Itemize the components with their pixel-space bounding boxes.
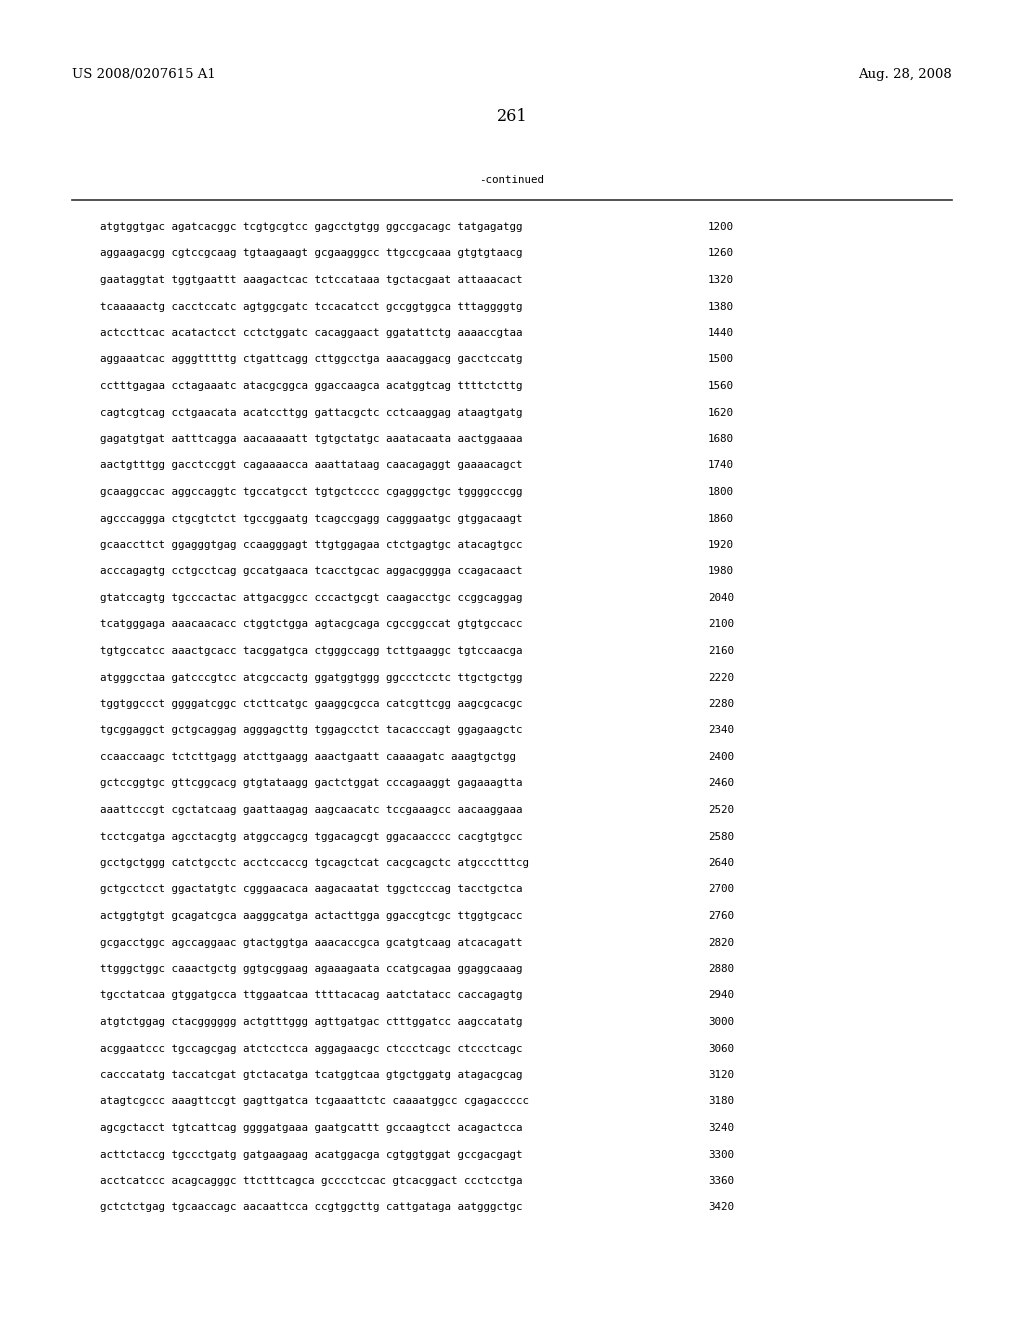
Text: aggaagacgg cgtccgcaag tgtaagaagt gcgaagggcc ttgccgcaaa gtgtgtaacg: aggaagacgg cgtccgcaag tgtaagaagt gcgaagg…: [100, 248, 522, 259]
Text: atagtcgccc aaagttccgt gagttgatca tcgaaattctc caaaatggcc cgagaccccc: atagtcgccc aaagttccgt gagttgatca tcgaaat…: [100, 1097, 529, 1106]
Text: 1320: 1320: [708, 275, 734, 285]
Text: 1860: 1860: [708, 513, 734, 524]
Text: 2820: 2820: [708, 937, 734, 948]
Text: 3060: 3060: [708, 1044, 734, 1053]
Text: agcccaggga ctgcgtctct tgccggaatg tcagccgagg cagggaatgc gtggacaagt: agcccaggga ctgcgtctct tgccggaatg tcagccg…: [100, 513, 522, 524]
Text: -continued: -continued: [479, 176, 545, 185]
Text: gcaaggccac aggccaggtc tgccatgcct tgtgctcccc cgagggctgc tggggcccgg: gcaaggccac aggccaggtc tgccatgcct tgtgctc…: [100, 487, 522, 498]
Text: aaattcccgt cgctatcaag gaattaagag aagcaacatc tccgaaagcc aacaaggaaa: aaattcccgt cgctatcaag gaattaagag aagcaac…: [100, 805, 522, 814]
Text: 3420: 3420: [708, 1203, 734, 1213]
Text: tcaaaaactg cacctccatc agtggcgatc tccacatcct gccggtggca tttaggggtg: tcaaaaactg cacctccatc agtggcgatc tccacat…: [100, 301, 522, 312]
Text: 3000: 3000: [708, 1016, 734, 1027]
Text: actccttcac acatactcct cctctggatc cacaggaact ggatattctg aaaaccgtaa: actccttcac acatactcct cctctggatc cacagga…: [100, 327, 522, 338]
Text: 1500: 1500: [708, 355, 734, 364]
Text: tgtgccatcc aaactgcacc tacggatgca ctgggccagg tcttgaaggc tgtccaacga: tgtgccatcc aaactgcacc tacggatgca ctgggcc…: [100, 645, 522, 656]
Text: atgtctggag ctacgggggg actgtttggg agttgatgac ctttggatcc aagccatatg: atgtctggag ctacgggggg actgtttggg agttgat…: [100, 1016, 522, 1027]
Text: gctgcctcct ggactatgtc cgggaacaca aagacaatat tggctcccag tacctgctca: gctgcctcct ggactatgtc cgggaacaca aagacaa…: [100, 884, 522, 895]
Text: agcgctacct tgtcattcag ggggatgaaa gaatgcattt gccaagtcct acagactcca: agcgctacct tgtcattcag ggggatgaaa gaatgca…: [100, 1123, 522, 1133]
Text: 1440: 1440: [708, 327, 734, 338]
Text: ttgggctggc caaactgctg ggtgcggaag agaaagaata ccatgcagaa ggaggcaaag: ttgggctggc caaactgctg ggtgcggaag agaaaga…: [100, 964, 522, 974]
Text: 2640: 2640: [708, 858, 734, 869]
Text: 1740: 1740: [708, 461, 734, 470]
Text: acggaatccc tgccagcgag atctcctcca aggagaacgc ctccctcagc ctccctcagc: acggaatccc tgccagcgag atctcctcca aggagaa…: [100, 1044, 522, 1053]
Text: atgggcctaa gatcccgtcc atcgccactg ggatggtggg ggccctcctc ttgctgctgg: atgggcctaa gatcccgtcc atcgccactg ggatggt…: [100, 672, 522, 682]
Text: tgcctatcaa gtggatgcca ttggaatcaa ttttacacag aatctatacc caccagagtg: tgcctatcaa gtggatgcca ttggaatcaa ttttaca…: [100, 990, 522, 1001]
Text: gagatgtgat aatttcagga aacaaaaatt tgtgctatgc aaatacaata aactggaaaa: gagatgtgat aatttcagga aacaaaaatt tgtgcta…: [100, 434, 522, 444]
Text: 2700: 2700: [708, 884, 734, 895]
Text: gctccggtgc gttcggcacg gtgtataagg gactctggat cccagaaggt gagaaagtta: gctccggtgc gttcggcacg gtgtataagg gactctg…: [100, 779, 522, 788]
Text: 1620: 1620: [708, 408, 734, 417]
Text: 2940: 2940: [708, 990, 734, 1001]
Text: 2880: 2880: [708, 964, 734, 974]
Text: tggtggccct ggggatcggc ctcttcatgc gaaggcgcca catcgttcgg aagcgcacgc: tggtggccct ggggatcggc ctcttcatgc gaaggcg…: [100, 700, 522, 709]
Text: 2160: 2160: [708, 645, 734, 656]
Text: cacccatatg taccatcgat gtctacatga tcatggtcaa gtgctggatg atagacgcag: cacccatatg taccatcgat gtctacatga tcatggt…: [100, 1071, 522, 1080]
Text: 1200: 1200: [708, 222, 734, 232]
Text: aactgtttgg gacctccggt cagaaaacca aaattataag caacagaggt gaaaacagct: aactgtttgg gacctccggt cagaaaacca aaattat…: [100, 461, 522, 470]
Text: 1560: 1560: [708, 381, 734, 391]
Text: US 2008/0207615 A1: US 2008/0207615 A1: [72, 69, 216, 81]
Text: aggaaatcac agggtttttg ctgattcagg cttggcctga aaacaggacg gacctccatg: aggaaatcac agggtttttg ctgattcagg cttggcc…: [100, 355, 522, 364]
Text: gtatccagtg tgcccactac attgacggcc cccactgcgt caagacctgc ccggcaggag: gtatccagtg tgcccactac attgacggcc cccactg…: [100, 593, 522, 603]
Text: gcgacctggc agccaggaac gtactggtga aaacaccgca gcatgtcaag atcacagatt: gcgacctggc agccaggaac gtactggtga aaacacc…: [100, 937, 522, 948]
Text: 2520: 2520: [708, 805, 734, 814]
Text: atgtggtgac agatcacggc tcgtgcgtcc gagcctgtgg ggccgacagc tatgagatgg: atgtggtgac agatcacggc tcgtgcgtcc gagcctg…: [100, 222, 522, 232]
Text: gcaaccttct ggagggtgag ccaagggagt ttgtggagaa ctctgagtgc atacagtgcc: gcaaccttct ggagggtgag ccaagggagt ttgtgga…: [100, 540, 522, 550]
Text: 2760: 2760: [708, 911, 734, 921]
Text: ccaaccaagc tctcttgagg atcttgaagg aaactgaatt caaaagatc aaagtgctgg: ccaaccaagc tctcttgagg atcttgaagg aaactga…: [100, 752, 516, 762]
Text: acccagagtg cctgcctcag gccatgaaca tcacctgcac aggacgggga ccagacaact: acccagagtg cctgcctcag gccatgaaca tcacctg…: [100, 566, 522, 577]
Text: 2400: 2400: [708, 752, 734, 762]
Text: 2340: 2340: [708, 726, 734, 735]
Text: tgcggaggct gctgcaggag agggagcttg tggagcctct tacacccagt ggagaagctc: tgcggaggct gctgcaggag agggagcttg tggagcc…: [100, 726, 522, 735]
Text: 1260: 1260: [708, 248, 734, 259]
Text: 1980: 1980: [708, 566, 734, 577]
Text: tcctcgatga agcctacgtg atggccagcg tggacagcgt ggacaacccc cacgtgtgcc: tcctcgatga agcctacgtg atggccagcg tggacag…: [100, 832, 522, 842]
Text: actggtgtgt gcagatcgca aagggcatga actacttgga ggaccgtcgc ttggtgcacc: actggtgtgt gcagatcgca aagggcatga actactt…: [100, 911, 522, 921]
Text: 261: 261: [497, 108, 527, 125]
Text: 3300: 3300: [708, 1150, 734, 1159]
Text: 2220: 2220: [708, 672, 734, 682]
Text: 2460: 2460: [708, 779, 734, 788]
Text: 1380: 1380: [708, 301, 734, 312]
Text: cagtcgtcag cctgaacata acatccttgg gattacgctc cctcaaggag ataagtgatg: cagtcgtcag cctgaacata acatccttgg gattacg…: [100, 408, 522, 417]
Text: 2040: 2040: [708, 593, 734, 603]
Text: 2100: 2100: [708, 619, 734, 630]
Text: 3240: 3240: [708, 1123, 734, 1133]
Text: 3180: 3180: [708, 1097, 734, 1106]
Text: tcatgggaga aaacaacacc ctggtctgga agtacgcaga cgccggccat gtgtgccacc: tcatgggaga aaacaacacc ctggtctgga agtacgc…: [100, 619, 522, 630]
Text: 1800: 1800: [708, 487, 734, 498]
Text: 3360: 3360: [708, 1176, 734, 1185]
Text: cctttgagaa cctagaaatc atacgcggca ggaccaagca acatggtcag ttttctcttg: cctttgagaa cctagaaatc atacgcggca ggaccaa…: [100, 381, 522, 391]
Text: 1920: 1920: [708, 540, 734, 550]
Text: gcctgctggg catctgcctc acctccaccg tgcagctcat cacgcagctc atgccctttcg: gcctgctggg catctgcctc acctccaccg tgcagct…: [100, 858, 529, 869]
Text: 2280: 2280: [708, 700, 734, 709]
Text: gaataggtat tggtgaattt aaagactcac tctccataaa tgctacgaat attaaacact: gaataggtat tggtgaattt aaagactcac tctccat…: [100, 275, 522, 285]
Text: Aug. 28, 2008: Aug. 28, 2008: [858, 69, 952, 81]
Text: acttctaccg tgccctgatg gatgaagaag acatggacga cgtggtggat gccgacgagt: acttctaccg tgccctgatg gatgaagaag acatgga…: [100, 1150, 522, 1159]
Text: 2580: 2580: [708, 832, 734, 842]
Text: 1680: 1680: [708, 434, 734, 444]
Text: acctcatccc acagcagggc ttctttcagca gcccctccac gtcacggact ccctcctga: acctcatccc acagcagggc ttctttcagca gcccct…: [100, 1176, 522, 1185]
Text: gctctctgag tgcaaccagc aacaattcca ccgtggcttg cattgataga aatgggctgc: gctctctgag tgcaaccagc aacaattcca ccgtggc…: [100, 1203, 522, 1213]
Text: 3120: 3120: [708, 1071, 734, 1080]
